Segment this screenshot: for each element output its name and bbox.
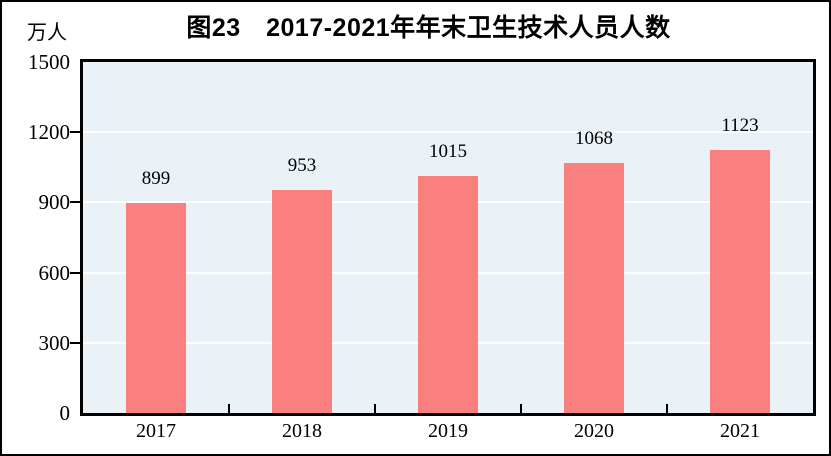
bar-value-label: 1123 [721,115,759,137]
bar-value-label: 899 [141,167,171,189]
grid-line [83,131,813,134]
bar [418,175,478,413]
x-axis-tick [520,404,522,413]
bar [564,163,624,413]
y-axis-tick [70,131,80,134]
bar-value-label: 953 [287,155,317,176]
x-axis: 2017 2018 2019 2020 2021 [83,419,813,449]
y-axis-tick [70,271,80,274]
x-axis-tick [374,404,376,413]
bar-value-label: 1015 [429,140,467,162]
y-tick-label: 1500 [28,50,70,74]
bar [710,150,770,413]
y-axis-tick [70,201,80,204]
bar-value-label: 1068 [575,128,613,150]
y-tick-label: 600 [38,260,71,285]
y-axis-tick [70,341,80,344]
chart-title: 图23 2017-2021年年末卫生技术人员人数 [186,14,671,42]
bar [272,190,332,413]
y-axis-unit-label: 万人 [27,22,67,44]
x-axis-label: 2019 [428,420,468,442]
x-axis-tick [666,404,668,413]
x-axis-label: 2021 [720,420,760,442]
bar [126,202,186,413]
x-axis-label: 2018 [282,420,322,442]
y-tick-label: 900 [38,190,71,215]
x-axis-label: 2020 [574,420,614,442]
y-tick-label: 0 [59,401,71,425]
y-tick-label: 300 [38,330,71,355]
x-axis-label: 2017 [136,420,176,442]
y-tick-label: 1200 [28,120,70,145]
y-axis: 0 300 600 900 1200 1500 [2,50,71,425]
x-axis-tick [228,404,230,413]
plot-area: 899 953 1015 1068 1123 [70,59,816,416]
